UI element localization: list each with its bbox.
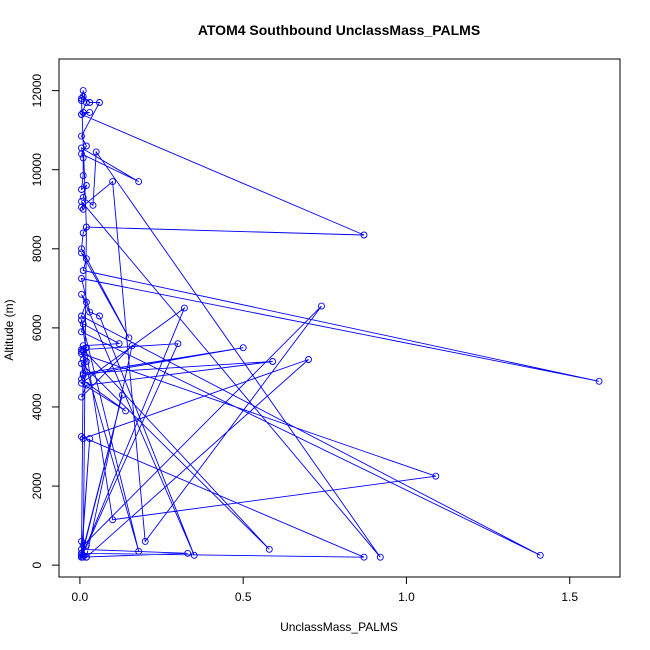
data-point <box>595 377 603 385</box>
data-point <box>79 541 87 549</box>
data-point <box>89 201 97 209</box>
y-tick-label: 10000 <box>30 153 44 187</box>
data-point <box>432 472 440 480</box>
data-point <box>79 371 87 379</box>
y-tick-label: 2000 <box>30 472 44 499</box>
data-point <box>78 144 85 152</box>
x-tick-label: 0.5 <box>235 590 252 604</box>
data-point <box>141 537 149 545</box>
data-point <box>96 99 103 106</box>
y-tick-label: 4000 <box>30 393 44 420</box>
y-tick-label: 12000 <box>30 74 44 108</box>
data-point <box>78 245 85 253</box>
data-point <box>360 231 368 239</box>
series-layer <box>78 87 603 561</box>
data-point <box>78 553 85 561</box>
data-point <box>118 391 126 399</box>
data-point <box>79 154 87 162</box>
data-point <box>265 545 273 553</box>
data-point <box>78 328 85 336</box>
data-point <box>109 516 117 524</box>
data-point <box>82 223 90 231</box>
data-point <box>79 356 87 363</box>
data-point <box>78 537 85 545</box>
data-point <box>174 340 182 348</box>
data-point <box>92 148 100 156</box>
data-point <box>269 358 277 365</box>
data-point <box>86 435 94 443</box>
data-point <box>86 308 94 316</box>
y-axis: 0 2000 4000 6000 8000 10000 12000 <box>30 74 60 568</box>
y-tick-label: 0 <box>30 561 44 568</box>
data-point <box>79 229 87 237</box>
data-point <box>79 267 87 274</box>
data-point <box>82 255 90 263</box>
data-point <box>79 205 87 213</box>
y-tick-label: 8000 <box>30 235 44 262</box>
data-point <box>82 381 90 389</box>
data-point <box>86 108 94 116</box>
x-axis-label: UnclassMass_PALMS <box>280 620 398 634</box>
data-point <box>78 433 85 441</box>
data-point <box>82 99 90 106</box>
data-point <box>79 346 87 354</box>
data-point <box>78 348 85 356</box>
data-point <box>109 178 117 186</box>
data-point <box>78 316 85 324</box>
x-tick-label: 1.5 <box>561 590 578 604</box>
data-point <box>78 290 85 298</box>
data-point <box>78 360 85 367</box>
data-point <box>79 93 87 101</box>
data-point <box>79 320 87 328</box>
data-point <box>536 551 544 559</box>
x-tick-label: 1.0 <box>398 590 415 604</box>
data-point <box>128 342 136 350</box>
data-point <box>78 95 85 102</box>
chart-title: ATOM4 Southbound UnclassMass_PALMS <box>198 22 480 38</box>
data-point <box>318 302 325 310</box>
data-point <box>96 312 103 320</box>
data-point <box>79 193 87 201</box>
data-point <box>305 356 312 363</box>
x-axis: 0.0 0.5 1.0 1.5 <box>72 576 578 604</box>
data-point <box>78 132 85 140</box>
data-point <box>135 178 143 186</box>
data-point <box>78 110 85 118</box>
data-point <box>79 108 87 116</box>
data-point <box>360 553 368 561</box>
data-point <box>239 344 247 352</box>
x-tick-label: 0.0 <box>72 590 89 604</box>
data-point <box>115 340 123 348</box>
data-point <box>184 549 192 557</box>
data-point <box>78 203 85 211</box>
series-line <box>80 90 600 559</box>
data-point <box>79 369 87 377</box>
data-point <box>78 249 85 257</box>
data-point <box>78 393 85 401</box>
data-point <box>82 182 90 189</box>
data-point <box>180 304 188 312</box>
data-point <box>82 541 90 549</box>
y-tick-label: 6000 <box>30 314 44 341</box>
data-point <box>82 553 90 561</box>
data-point <box>82 298 90 306</box>
data-point <box>190 551 198 559</box>
data-point <box>78 275 85 282</box>
data-point <box>79 435 87 443</box>
data-point <box>78 186 85 193</box>
data-point <box>122 407 130 415</box>
data-point <box>376 553 384 561</box>
data-point <box>135 547 143 555</box>
data-point <box>79 172 87 180</box>
data-point <box>125 334 133 342</box>
data-point <box>86 99 94 106</box>
data-point <box>78 312 85 320</box>
data-point <box>78 549 85 557</box>
y-axis-label: Altitude (m) <box>2 299 16 360</box>
